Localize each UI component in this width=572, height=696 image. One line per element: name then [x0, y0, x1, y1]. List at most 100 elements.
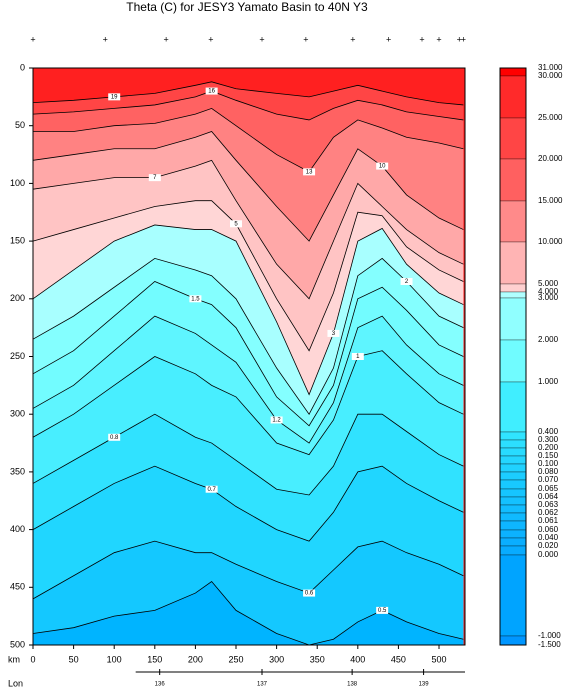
contour-label-bg [230, 220, 243, 228]
colorbar-band [499, 339, 527, 383]
x-tick-label: 350 [310, 654, 325, 664]
colorbar-tick-label: 4.000 [538, 287, 559, 296]
colorbar-band [499, 75, 527, 119]
colorbar-tick-label: 2.000 [538, 335, 559, 344]
colorbar-band [499, 455, 527, 465]
colorbar-band [499, 463, 527, 473]
isotherm-line [32, 90, 464, 121]
contour-label: 3 [332, 331, 336, 337]
colorbar-tick-label: 25.000 [538, 113, 563, 122]
station-marker: + [303, 34, 308, 44]
contour-label: 0.6 [305, 591, 314, 597]
contour-labels: 19 16 13 10 7 5 3 2 1.5 1.2 1 0.8 0.7 0.6 0.5 [108, 87, 413, 614]
colorbar-band [499, 117, 527, 160]
colorbar-tick-label: 0.065 [538, 484, 559, 493]
colorbar-band [499, 381, 527, 433]
colorbar-tick-label: 0.064 [538, 492, 559, 501]
contour-label-bg [376, 162, 389, 170]
isotherm-line [32, 224, 464, 396]
isotherm-line [32, 413, 464, 496]
lon-tick-label: 137 [257, 682, 268, 688]
colorbar-band [499, 158, 527, 202]
x-tick-label: 450 [391, 654, 406, 664]
colorbar-band [499, 545, 527, 556]
colorbar-tick-label: 0.000 [538, 550, 559, 559]
colorbar-band [499, 520, 527, 531]
colorbar-tick-label: 0.150 [538, 451, 559, 460]
y-tick-label: 200 [10, 293, 25, 303]
contour-label: 1.5 [191, 296, 200, 302]
isotherm-line [32, 131, 464, 242]
colorbar-tick-label: -1.000 [538, 631, 561, 640]
y-tick-label: 300 [10, 409, 25, 419]
station-marker: + [436, 34, 441, 44]
colorbar-tick-label: 0.070 [538, 475, 559, 484]
colorbar-band [499, 439, 527, 449]
contour-label: 2 [405, 279, 409, 285]
contour-label: 0.7 [207, 487, 216, 493]
colorbar-band [499, 537, 527, 547]
contour-label-bg [108, 93, 121, 101]
colorbar-tick-label: 31.000 [538, 63, 563, 72]
station-marker: + [386, 34, 391, 44]
contour-label: 10 [379, 164, 386, 170]
colorbar-tick-label: 0.040 [538, 533, 559, 542]
colorbar-band [499, 635, 527, 646]
contour-label-bg [400, 277, 413, 285]
station-marker: + [419, 34, 424, 44]
isotherm-line [32, 200, 464, 352]
x-tick-label: 500 [431, 654, 446, 664]
colorbar-tick-label: 30.000 [538, 71, 563, 80]
colorbar-band [499, 471, 527, 481]
isotherm-line [32, 540, 464, 600]
x-tick-label: 250 [228, 654, 243, 664]
lon-tick-label: 139 [419, 682, 430, 688]
y-tick-label: 0 [20, 62, 25, 72]
isotherm-line [32, 465, 464, 542]
colorbar-band [499, 200, 527, 243]
y-tick-label: 450 [10, 582, 25, 592]
isotherm-line [32, 281, 464, 427]
colorbar-band [499, 67, 527, 77]
station-marker: + [457, 34, 462, 44]
axes: 0 50 100 150 200 250 300 350 400 450 500 0 50 100 150 2… [10, 34, 563, 687]
colorbar-tick-label: 3.000 [538, 293, 559, 302]
colorbar-tick-label: 0.200 [538, 443, 559, 452]
colorbar-band [499, 283, 527, 293]
isotherm-line [33, 107, 464, 173]
contour-label-bg [376, 606, 389, 614]
colorbar-band [499, 431, 527, 441]
y-tick-label: 350 [10, 466, 25, 476]
contour-label: 0.8 [110, 435, 119, 441]
contour-label: 0.5 [378, 608, 387, 614]
colorbar-tick-label: 20.000 [538, 154, 563, 163]
fills [33, 68, 465, 646]
isotherm-line [32, 81, 464, 106]
colorbar-band [499, 529, 527, 539]
x-tick-label: 200 [188, 654, 203, 664]
station-marker: + [208, 34, 213, 44]
colorbar-tick-label: 0.061 [538, 516, 559, 525]
isotherm-line [32, 159, 464, 300]
contour-label-bg [303, 589, 316, 597]
station-marker: + [30, 34, 35, 44]
y-tick-label: 250 [10, 351, 25, 361]
colorbar-band [499, 297, 527, 341]
colorbar-band [499, 488, 527, 498]
colorbar-tick-label: 5.000 [538, 279, 559, 288]
contour-label-bg [205, 485, 218, 493]
colorbar-band [499, 504, 527, 514]
lon-tick-label: 136 [155, 682, 166, 688]
contour-label-bg [189, 295, 202, 303]
colorbar-band [499, 554, 527, 637]
y-tick-label: 50 [15, 120, 25, 130]
contour-label: 16 [208, 89, 215, 95]
contour-label-bg [303, 168, 316, 176]
lon-axis-label: Lon [8, 678, 23, 688]
colorbar-tick-label: 15.000 [538, 196, 563, 205]
contour-label: 13 [306, 169, 313, 175]
colorbar-tick-label: 0.060 [538, 525, 559, 534]
colorbar-tick-label: 10.000 [538, 237, 563, 246]
y-tick-label: 500 [10, 639, 25, 649]
